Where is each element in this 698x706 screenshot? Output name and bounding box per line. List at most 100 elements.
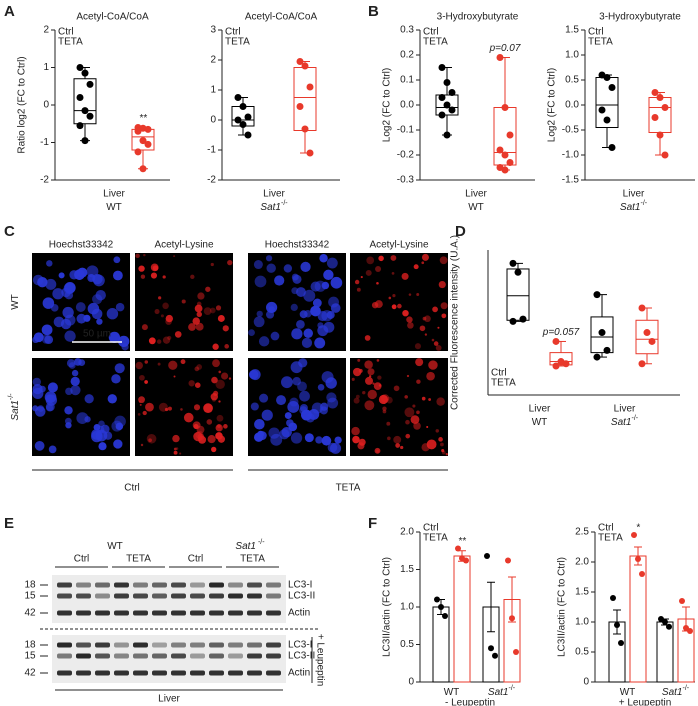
cell-signal [64, 406, 73, 415]
x-tick-label: Sat1-/- [488, 685, 516, 698]
data-point [552, 337, 560, 345]
cell-signal [440, 442, 444, 447]
band [247, 582, 262, 588]
band [247, 610, 262, 616]
cell-signal [95, 290, 106, 301]
genotype-label: Sat1 -/- [235, 539, 265, 552]
cell-signal [106, 307, 119, 320]
data-point [239, 103, 247, 110]
cell-signal [135, 361, 143, 370]
cell-signal [194, 366, 200, 372]
group-label: Liver [103, 189, 125, 200]
x-tick-label: WT [620, 687, 636, 698]
cell-signal [378, 394, 389, 405]
data-point [662, 619, 668, 625]
band [57, 670, 72, 676]
band-label: Actin [288, 668, 310, 679]
cell-signal [402, 309, 409, 317]
cell-signal [367, 368, 375, 376]
cell-signal [203, 307, 212, 315]
y-tick-label: 1.5 [400, 564, 414, 575]
cell-signal [416, 410, 420, 415]
cell-signal [412, 404, 416, 408]
data-point [598, 106, 606, 114]
cell-signal [165, 318, 172, 325]
cell-signal [408, 293, 412, 296]
cell-signal [376, 359, 380, 362]
cell-signal [405, 433, 411, 439]
cell-signal [314, 337, 326, 349]
cell-signal [290, 303, 298, 311]
data-point [598, 329, 606, 337]
cell-signal [138, 396, 145, 404]
group-sublabel: Sat1-/- [611, 415, 639, 428]
band [228, 670, 243, 676]
band [114, 593, 129, 599]
data-point [519, 315, 527, 323]
legend-label: Ctrl [225, 27, 241, 38]
data-point [648, 337, 656, 345]
cell-signal [441, 449, 445, 453]
data-point [448, 106, 456, 114]
band [209, 582, 224, 588]
y-tick-label: 1.0 [575, 617, 589, 628]
cell-signal [426, 439, 437, 450]
cell-signal [196, 311, 202, 318]
data-point [234, 94, 242, 101]
cell-signal [296, 320, 305, 329]
data-point [687, 628, 693, 634]
panel-label: A [4, 3, 15, 20]
cell-signal [439, 256, 448, 265]
cell-signal [299, 390, 310, 402]
cell-signal [374, 447, 381, 454]
data-point [666, 623, 672, 630]
cell-signal [254, 275, 267, 288]
column-label: Hoechst33342 [49, 240, 114, 251]
mw-marker: 18 [24, 580, 36, 591]
band [133, 593, 148, 599]
micrograph [350, 253, 448, 351]
cell-signal [376, 281, 379, 285]
y-tick-label: 0.5 [565, 75, 579, 86]
cell-signal [397, 303, 402, 309]
cell-signal [193, 404, 201, 411]
band [171, 642, 186, 648]
cell-signal [45, 278, 57, 290]
y-tick-label: 1.5 [565, 25, 579, 36]
cell-signal [265, 255, 273, 262]
band [266, 670, 281, 676]
group-label: Liver [614, 404, 636, 415]
cell-signal [266, 263, 276, 273]
row-label-text: Sat1 [10, 400, 21, 421]
cell-signal [416, 379, 421, 384]
y-tick-label: 0.0 [400, 100, 414, 111]
data-point [679, 598, 685, 604]
cell-signal [437, 326, 440, 329]
cell-signal [357, 442, 365, 450]
data-point [513, 649, 519, 655]
cell-signal [162, 336, 171, 344]
band [171, 670, 186, 676]
cell-signal [65, 422, 72, 429]
band [247, 593, 262, 599]
data-point [488, 645, 494, 652]
cell-signal [326, 310, 335, 319]
cell-signal [53, 316, 65, 328]
band [190, 670, 205, 676]
cell-signal [156, 339, 162, 344]
cell-signal [374, 300, 383, 309]
band [57, 610, 72, 616]
data-point [244, 113, 252, 121]
cell-signal [188, 323, 196, 331]
cell-signal [76, 412, 89, 425]
band [209, 610, 224, 616]
blot-membrane [52, 575, 286, 623]
cell-signal [421, 253, 429, 261]
cell-signal [421, 396, 426, 401]
band [95, 642, 110, 648]
cell-signal [195, 322, 204, 331]
cell-signal [416, 293, 420, 296]
cell-signal [215, 424, 223, 432]
cell-signal [167, 335, 172, 340]
cell-signal [217, 315, 225, 322]
